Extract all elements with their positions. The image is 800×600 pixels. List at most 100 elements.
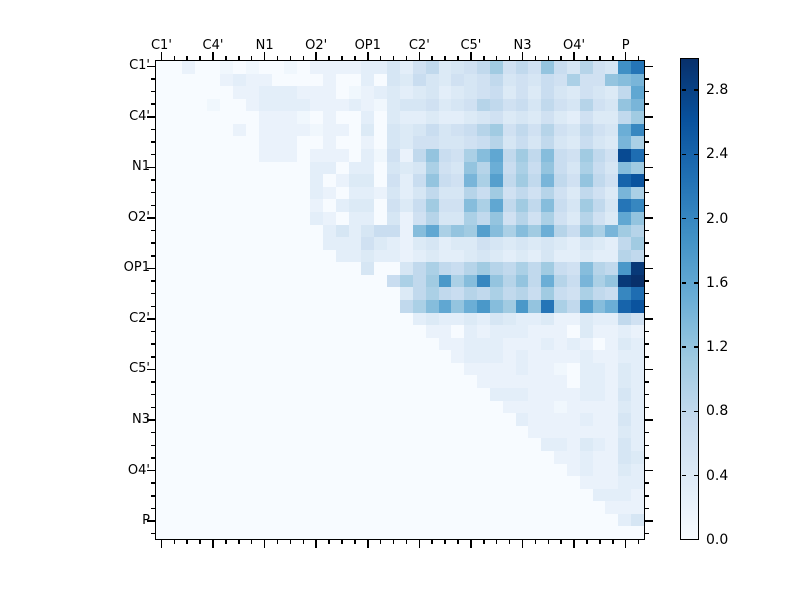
heatmap-cell — [310, 98, 323, 112]
heatmap-cell — [554, 501, 567, 514]
heatmap-cell — [335, 388, 349, 401]
heatmap-cell — [412, 98, 426, 112]
heatmap-cell — [412, 86, 426, 99]
heatmap-cell — [387, 123, 400, 137]
heatmap-cell — [156, 375, 169, 389]
heatmap-cell — [502, 136, 516, 150]
heatmap-cell — [412, 375, 426, 389]
heatmap-cell — [220, 312, 234, 326]
heatmap-cell — [438, 287, 452, 300]
heatmap-cell — [502, 388, 516, 401]
heatmap-cell — [502, 274, 516, 288]
heatmap-cell — [387, 274, 400, 288]
heatmap-cell — [489, 526, 503, 539]
heatmap-cell — [310, 274, 323, 288]
heatmap-cell — [566, 425, 580, 439]
axis-tick — [151, 229, 155, 232]
heatmap-cell — [438, 249, 452, 263]
axis-tick — [521, 540, 524, 548]
heatmap-cell — [181, 413, 195, 426]
heatmap-cell — [425, 274, 439, 288]
heatmap-cell — [438, 211, 452, 225]
heatmap-cell — [412, 312, 426, 326]
heatmap-cell — [592, 86, 606, 99]
heatmap-cell — [451, 463, 465, 477]
heatmap-cell — [592, 249, 606, 263]
heatmap-cell — [220, 337, 234, 351]
heatmap-cell — [579, 262, 593, 275]
heatmap-cell — [374, 501, 388, 514]
heatmap-cell — [245, 249, 259, 263]
heatmap-cell — [181, 237, 195, 250]
heatmap-cell — [579, 73, 593, 87]
heatmap-cell — [515, 262, 529, 275]
heatmap-cell — [258, 325, 272, 338]
heatmap-cell — [438, 61, 452, 74]
heatmap-cell — [618, 73, 632, 87]
axis-tick — [315, 52, 317, 60]
axis-tick — [534, 56, 537, 60]
heatmap-cell — [541, 501, 555, 514]
heatmap-cell — [156, 199, 169, 212]
heatmap-cell — [374, 199, 388, 212]
heatmap-cell — [515, 476, 529, 489]
axis-tick — [645, 103, 649, 105]
heatmap-cell — [399, 211, 413, 225]
axis-tick — [637, 56, 640, 60]
heatmap-cell — [605, 136, 619, 150]
axis-tick — [645, 520, 653, 522]
axis-tick — [483, 56, 485, 60]
heatmap-cell — [502, 224, 516, 238]
axis-tick — [151, 280, 155, 282]
heatmap-cell — [245, 211, 259, 225]
heatmap-cell — [271, 526, 285, 539]
heatmap-cell — [541, 488, 555, 502]
heatmap-cell — [438, 199, 452, 212]
heatmap-cell — [464, 61, 478, 74]
heatmap-cell — [181, 488, 195, 502]
axis-tick — [276, 56, 279, 60]
heatmap-cell — [361, 337, 375, 351]
heatmap-cell — [297, 438, 311, 451]
heatmap-cell — [220, 362, 234, 376]
heatmap-cell — [631, 488, 644, 502]
heatmap-cell — [220, 161, 234, 175]
heatmap-cell — [451, 224, 465, 238]
heatmap-cell — [271, 375, 285, 389]
heatmap-cell — [618, 161, 632, 175]
heatmap-cell — [181, 325, 195, 338]
heatmap-cell — [528, 438, 542, 451]
heatmap-cell — [399, 400, 413, 414]
axis-tick — [238, 540, 240, 544]
heatmap-cell — [399, 362, 413, 376]
heatmap-cell — [438, 438, 452, 451]
colorbar-tick-label: 1.2 — [706, 339, 729, 356]
heatmap-cell — [207, 262, 221, 275]
heatmap-cell — [220, 174, 234, 187]
heatmap-cell — [528, 375, 542, 389]
heatmap-cell — [579, 450, 593, 464]
heatmap-cell — [631, 450, 644, 464]
heatmap-cell — [322, 350, 336, 363]
heatmap-cell — [181, 350, 195, 363]
heatmap-cell — [515, 312, 529, 326]
heatmap-cell — [541, 224, 555, 238]
heatmap-cell — [566, 350, 580, 363]
heatmap-cell — [258, 149, 272, 162]
heatmap-cell — [451, 501, 465, 514]
heatmap-cell — [387, 476, 400, 489]
heatmap-cell — [156, 350, 169, 363]
colorbar-tick — [693, 89, 698, 91]
axis-tick — [573, 540, 575, 548]
heatmap-cell — [194, 274, 208, 288]
heatmap-cell — [181, 337, 195, 351]
heatmap-cell — [489, 287, 503, 300]
heatmap-cell — [335, 136, 349, 150]
heatmap-cell — [310, 526, 323, 539]
heatmap-cell — [207, 526, 221, 539]
heatmap-cell — [168, 425, 182, 439]
heatmap-cell — [502, 249, 516, 263]
heatmap-cell — [335, 526, 349, 539]
heatmap-cell — [297, 149, 311, 162]
heatmap-cell — [515, 274, 529, 288]
